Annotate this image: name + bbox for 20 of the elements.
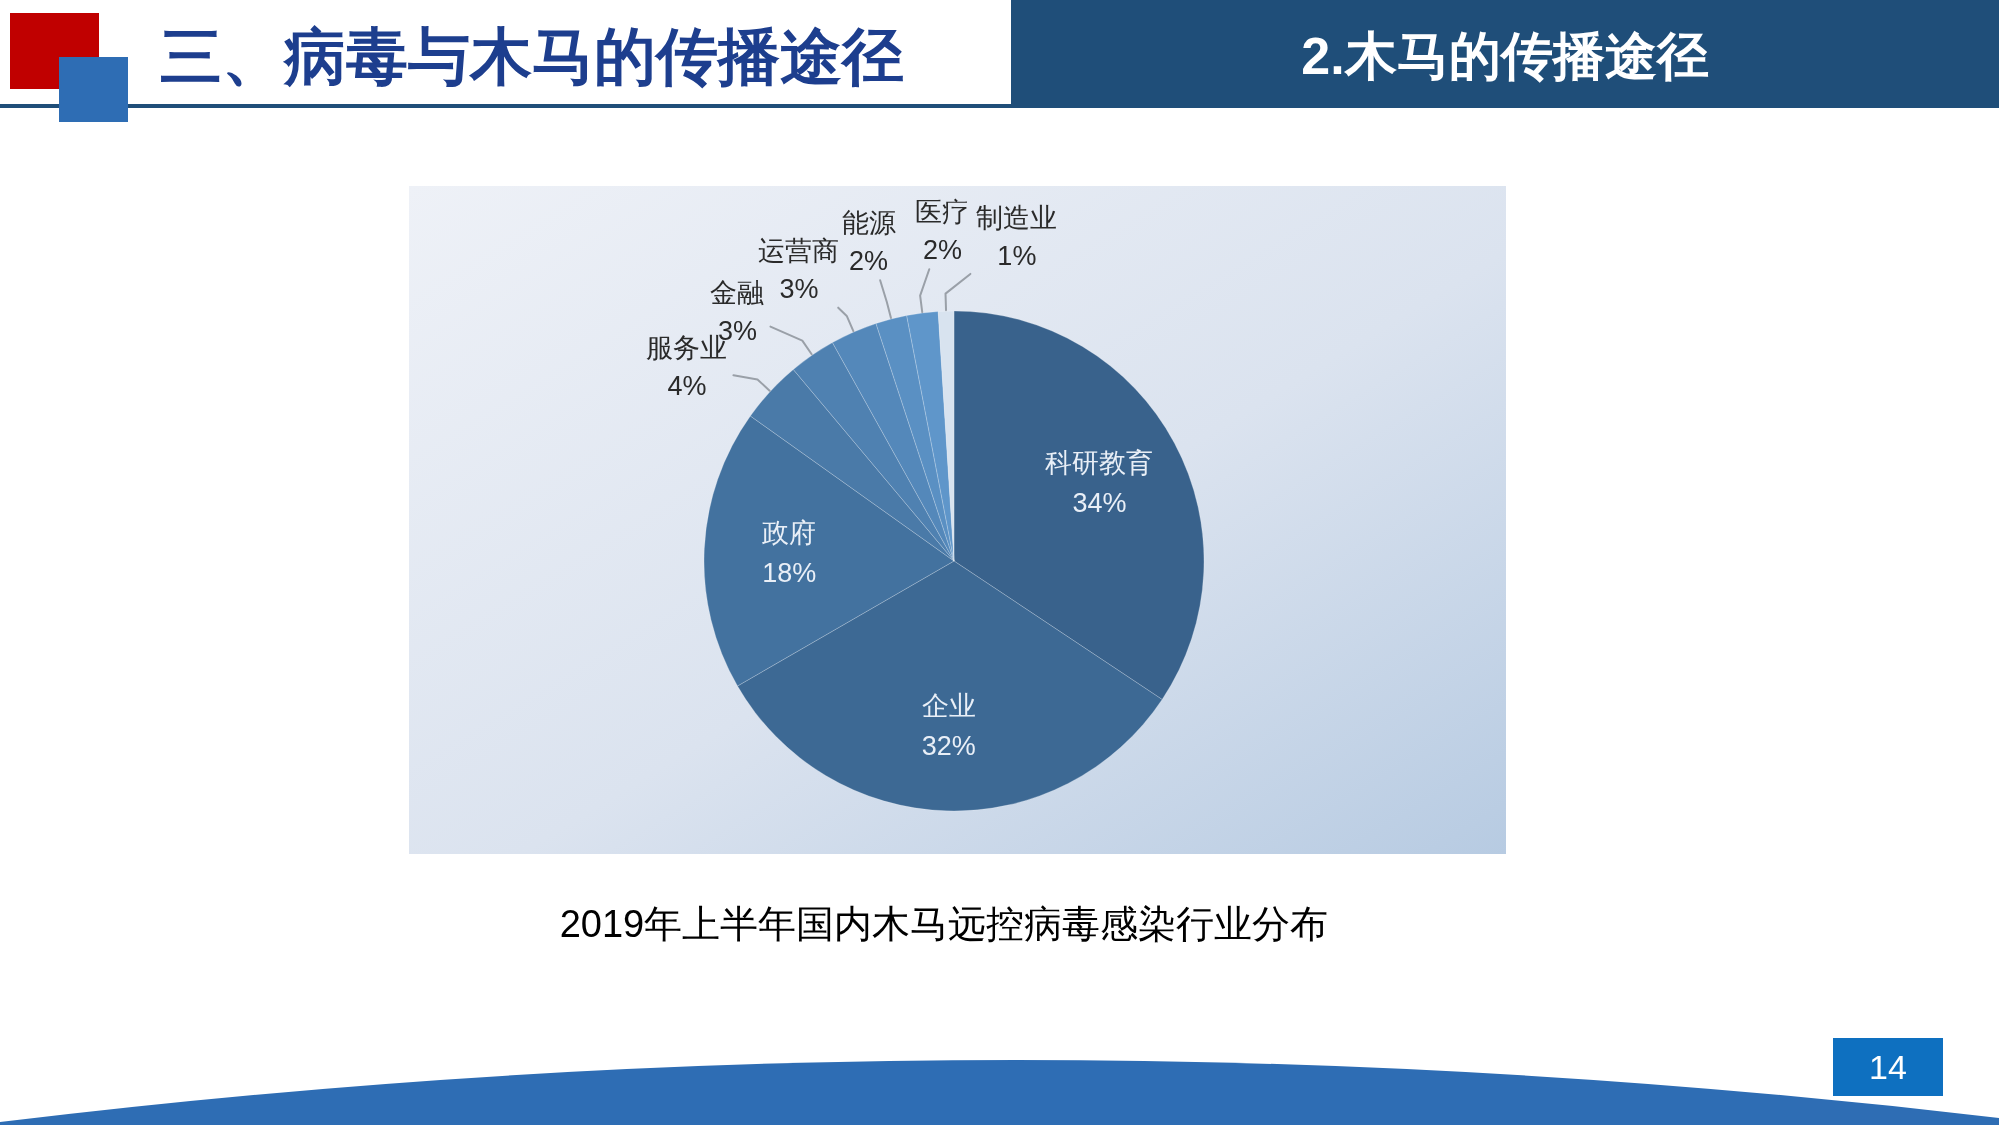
text: 2.木马的传播途径 xyxy=(1301,27,1709,85)
data-label: 32% xyxy=(921,730,976,761)
slice-label: 医疗 xyxy=(915,197,970,228)
data-label: 3% xyxy=(779,273,819,304)
slice-label: 科研教育 xyxy=(1045,448,1154,479)
data-label: 1% xyxy=(997,241,1037,272)
text: 14 xyxy=(1869,1048,1907,1086)
data-label: 34% xyxy=(1072,488,1127,519)
slice-label: 政府 xyxy=(762,518,817,549)
slice-label: 能源 xyxy=(841,208,896,239)
data-label: 2% xyxy=(848,246,889,277)
data-label: 18% xyxy=(762,558,817,589)
slice-label: 金融 xyxy=(710,278,765,308)
slice-label: 制造业 xyxy=(976,203,1058,234)
data-label: 4% xyxy=(667,371,707,402)
slice-label: 企业 xyxy=(921,690,976,721)
chart-title: 三、病毒与木马的传播途径 xyxy=(160,21,904,91)
text: 2019年上半年国内木马远控病毒感染行业分布 xyxy=(559,903,1329,945)
data-label: 2% xyxy=(922,235,962,266)
slice-label: 运营商 xyxy=(758,235,840,266)
